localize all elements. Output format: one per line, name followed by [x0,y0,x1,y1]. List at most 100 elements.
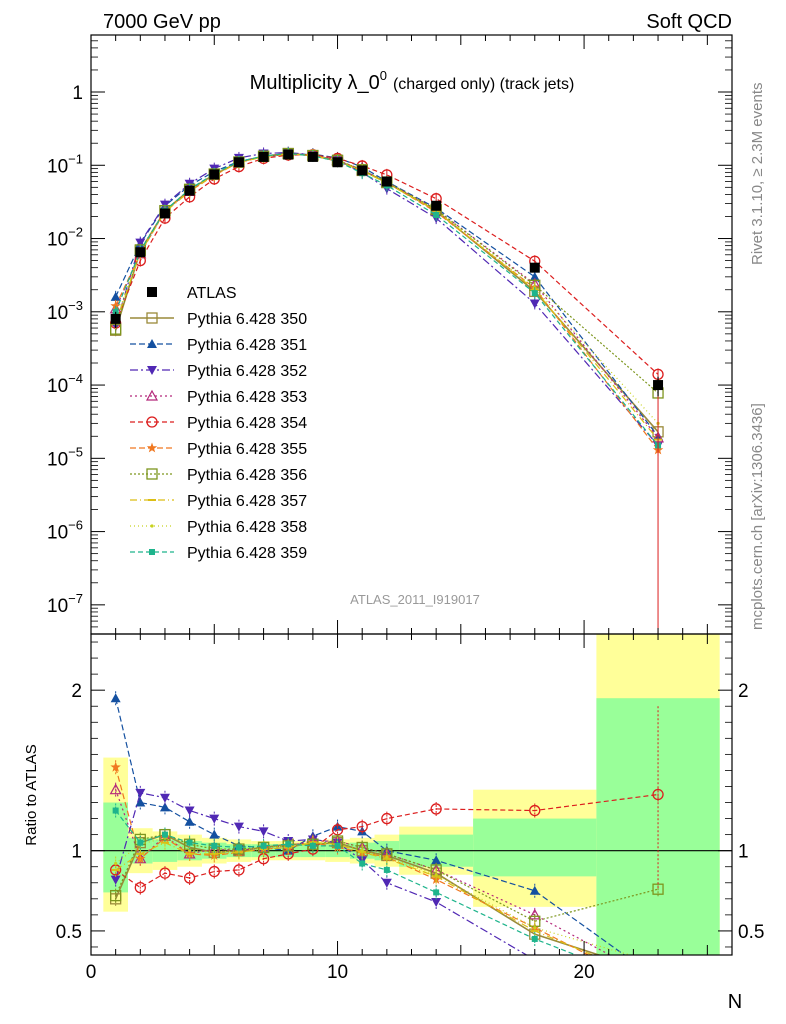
ratio-series-4-point-12 [430,803,442,815]
ratio-series-2-point-11 [381,878,392,888]
ratio-series-2-point-12 [431,898,442,908]
ratio-series-9-point-2 [161,831,168,838]
x-tick-label-2: 20 [574,962,595,983]
main-y-tick-label-7: 10−7 [47,591,83,617]
x-axis-label: N [728,991,742,1013]
legend-marker-2 [147,366,157,375]
ratio-series-2-point-1 [135,788,146,798]
ratio-series-9-point-0 [112,807,119,814]
ratio-series-7-point-14 [654,981,662,983]
ratio-series-9-point-1 [137,839,144,846]
ratio-series-1-point-2 [159,802,170,812]
atlas-point-4 [209,169,220,180]
atlas-point-10 [357,165,368,176]
ratio-series-7-point-1 [136,852,145,855]
chart-title-main: Multiplicity λ_0 [250,72,380,94]
legend-marker-3 [145,389,159,401]
analysis-watermark: ATLAS_2011_I919017 [350,592,480,607]
ratio-y-tick-label-left-1: 1 [71,842,82,863]
ratio-series-7-point-5 [234,851,243,854]
atlas-point-5 [233,157,244,168]
legend-label-5: Pythia 6.428 355 [187,441,307,458]
ratio-series-8-point-13 [533,926,537,930]
ratio-series-8-point-3 [188,849,192,853]
ratio-series-1-point-0 [110,693,121,703]
ratio-series-0-point-14 [653,969,663,979]
ratio-y-tick-label-left-0: 0.5 [56,922,82,943]
legend-label-1: Pythia 6.428 351 [187,337,307,354]
header-left: 7000 GeV pp [103,11,221,33]
ratio-series-7-point-12 [432,875,441,878]
legend-label-0: Pythia 6.428 350 [187,311,307,328]
ratio-series-9-point-10 [359,860,366,867]
ratio-series-8-point-14 [656,961,659,964]
ratio-series-7-point-2 [160,841,169,844]
ratio-series-4-point-10 [356,820,368,833]
legend-marker-8 [150,524,154,528]
main-series-line-1 [115,153,659,437]
atlas-point-8 [307,151,318,162]
atlas-point-13 [529,262,540,273]
ratio-series-9-point-8 [309,842,316,849]
ratio-series-7-point-11 [382,857,391,860]
ratio-y-axis: 0.5 0.5 1 1 2 2 [56,641,764,948]
x-tick-label-1: 10 [327,962,348,983]
ratio-series-7-point-4 [210,852,219,855]
ratio-y-tick-label-right-2: 2 [738,681,749,702]
legend-marker-9 [149,549,155,555]
ratio-plot [91,691,732,995]
legend-label-9: Pythia 6.428 359 [187,545,307,562]
ratio-series-9-point-14 [655,984,661,990]
ratio-series-2 [110,785,663,992]
ratio-series-4-point-11 [381,812,393,825]
legend-label-3: Pythia 6.428 353 [187,389,307,406]
ratio-series-1-point-10 [357,826,368,836]
legend-marker-5 [146,442,158,453]
main-series-5-point-0 [110,300,121,311]
legend-marker-0 [146,312,158,324]
atlas-point-12 [431,200,442,211]
ratio-series-9-point-3 [186,839,193,846]
ratio-series-9-point-6 [260,842,267,849]
legend-marker-7 [148,499,156,501]
ratio-series-line-9 [115,810,578,955]
ratio-series-5-point-0 [110,761,121,772]
ratio-y-axis-label: Ratio to ATLAS [23,744,40,845]
main-y-tick-label-4: 10−4 [47,371,83,397]
atlas-point-0 [110,313,121,324]
ratio-y-tick-label-right-1: 1 [738,842,749,863]
legend: ATLAS Pythia 6.428 350 Pythia 6.428 351 Pyt… [130,285,307,562]
ratio-series-1-point-4 [209,829,220,839]
main-series-1-point-0 [110,291,121,301]
main-y-tick-label-5: 10−5 [47,444,83,470]
ratio-series-6-point-0 [110,889,122,902]
atlas-data [110,149,664,397]
ratio-series-3-point-0 [109,783,122,795]
main-y-tick-label-6: 10−6 [47,518,83,544]
side-text-mcplots: mcplots.cern.ch [arXiv:1306.3436] [749,403,766,630]
ratio-uncertainty-bands [103,634,720,955]
ratio-series-9-point-9 [334,842,341,849]
legend-marker-1 [147,339,157,348]
ratio-y-tick-label-left-2: 2 [71,681,82,702]
main-series-2-point-1 [135,238,146,248]
ratio-series-4-point-13 [529,804,541,817]
ratio-series-9-point-7 [285,841,292,848]
ratio-band-green-13 [473,818,597,877]
x-axis: 0 10 20 [86,35,708,983]
atlas-point-1 [135,247,146,258]
ratio-series-2-point-2 [159,793,170,803]
ratio-series-4-point-1 [134,881,146,894]
legend-atlas-marker [147,287,157,297]
header-right: Soft QCD [646,11,732,33]
ratio-series-1-point-13 [529,885,540,895]
ratio-series-5-point-14 [653,985,664,995]
main-series-9-point-13 [531,290,538,297]
x-tick-label-0: 0 [86,962,97,983]
ratio-series-2-point-14 [653,983,663,992]
atlas-point-11 [381,176,392,187]
main-plot [109,146,665,634]
chart-title-sup: 0 [380,68,387,83]
ratio-series-9-point-11 [383,866,390,873]
